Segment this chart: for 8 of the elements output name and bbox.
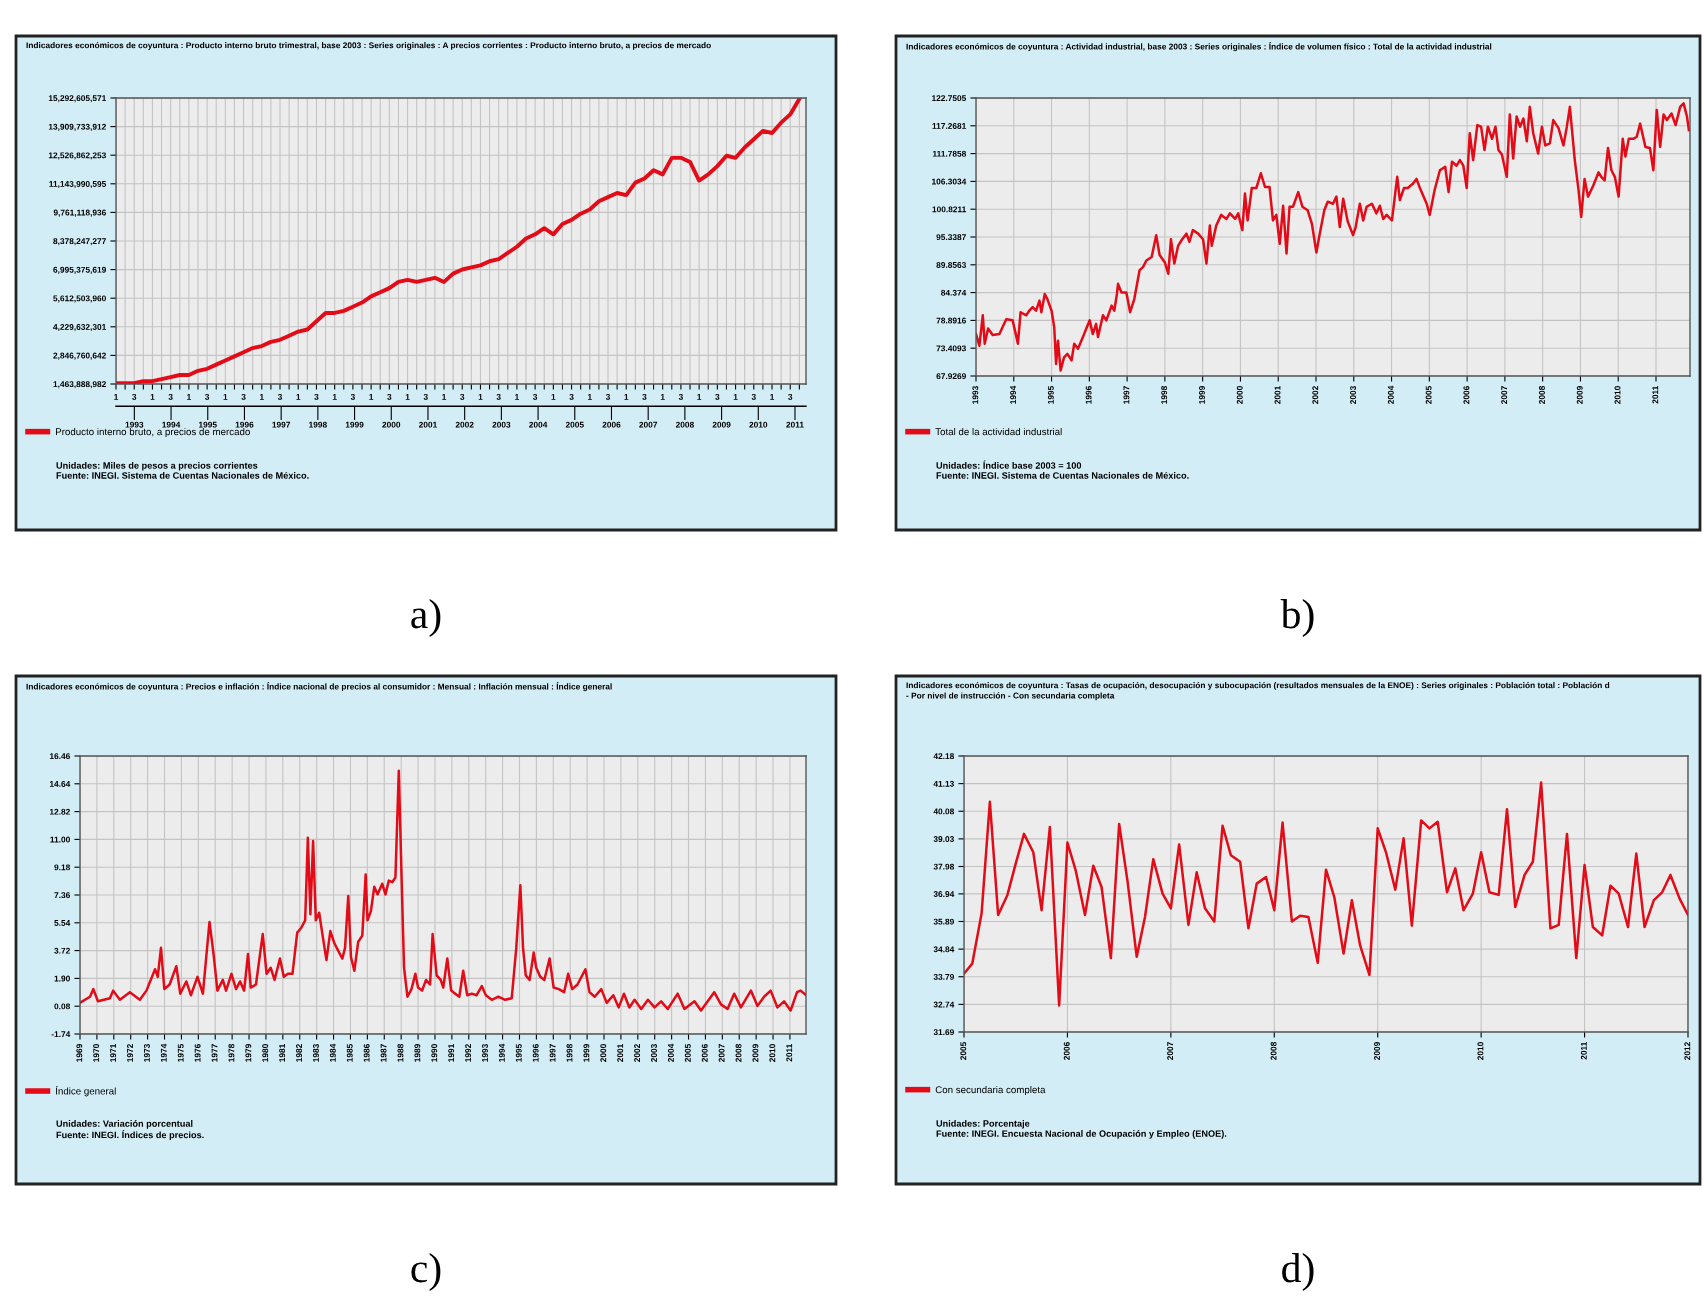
line-series xyxy=(80,769,806,1012)
text: c) xyxy=(411,1253,441,1291)
line-series xyxy=(964,781,1688,1007)
text: a) xyxy=(411,599,441,637)
line-series xyxy=(116,98,802,384)
text: d) xyxy=(1282,1253,1314,1291)
text: b) xyxy=(1280,599,1314,637)
line-series xyxy=(976,102,1690,372)
